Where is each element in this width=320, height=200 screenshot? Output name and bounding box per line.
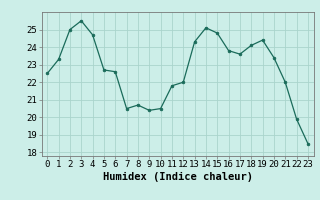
X-axis label: Humidex (Indice chaleur): Humidex (Indice chaleur) (103, 172, 252, 182)
